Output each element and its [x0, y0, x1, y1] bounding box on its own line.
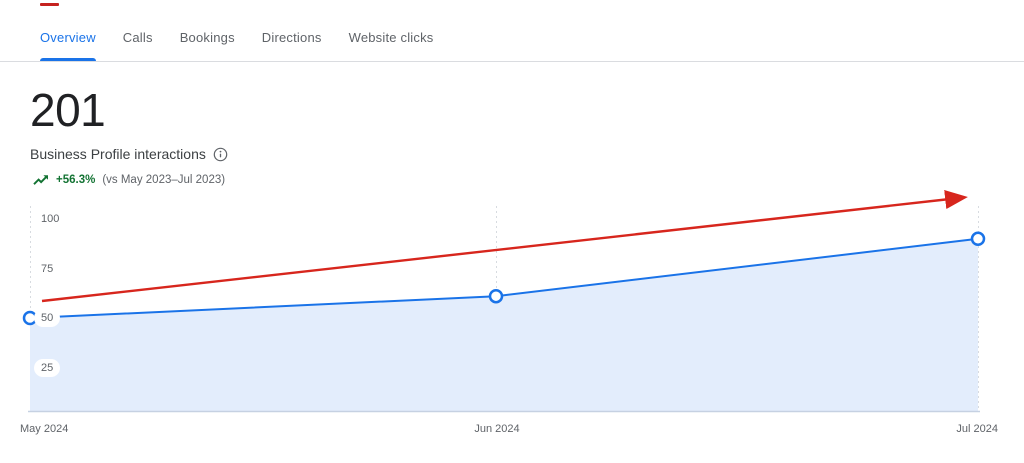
interactions-chart: 100 75 50 25 May 2024 Jun 2024 Jul 2024 [0, 190, 1024, 463]
metric-value: 201 [30, 84, 106, 136]
data-point[interactable] [970, 231, 986, 247]
tab-overview[interactable]: Overview [40, 30, 96, 61]
trending-up-icon [33, 174, 49, 186]
y-tick-100: 100 [34, 210, 67, 228]
y-tick-75: 75 [34, 259, 61, 278]
trend-comparison: (vs May 2023–Jul 2023) [102, 174, 226, 186]
x-label-jul-2024: Jul 2024 [956, 423, 998, 435]
x-label-jun-2024: Jun 2024 [474, 423, 520, 435]
red-dash-annotation [40, 3, 59, 6]
metric-label: Business Profile interactions [30, 146, 206, 162]
metric-summary: 201 Business Profile interactions +56.3%… [30, 86, 1024, 188]
tab-website-clicks[interactable]: Website clicks [348, 30, 434, 45]
info-circle-icon[interactable] [213, 147, 228, 162]
y-tick-25: 25 [34, 358, 61, 377]
trend-indicator: +56.3% (vs May 2023–Jul 2023) [33, 172, 1024, 188]
tab-calls[interactable]: Calls [122, 30, 153, 45]
tab-bar: Overview Calls Bookings Directions Websi… [0, 0, 1024, 62]
trend-delta: +56.3% [56, 174, 96, 186]
data-point[interactable] [488, 288, 504, 304]
tab-bookings[interactable]: Bookings [179, 30, 235, 45]
series-area [30, 238, 978, 412]
data-points [22, 231, 986, 326]
tab-directions[interactable]: Directions [261, 30, 322, 45]
chart-canvas[interactable] [0, 190, 1024, 463]
x-label-may-2024: May 2024 [20, 423, 69, 435]
y-tick-50: 50 [34, 309, 61, 327]
trend-arrow-annotation [41, 190, 968, 303]
